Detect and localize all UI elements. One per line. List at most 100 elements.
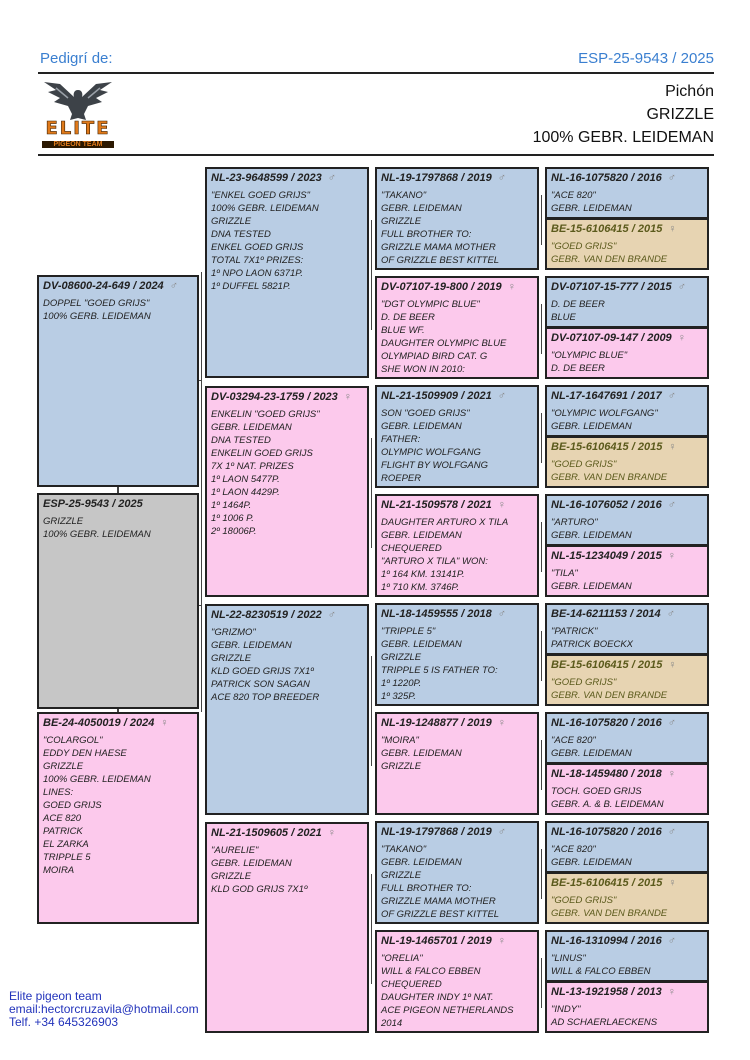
detail-line: GRIZZLE [43, 761, 84, 772]
female-icon: ♀ [327, 827, 336, 839]
pedigree-box-g4-10: BE-15-6106415 / 2015 ♀ "GOED GRIJS" GEBR. V… [545, 654, 709, 706]
female-icon: ♀ [677, 332, 686, 344]
ring-number: NL-18-1459480 / 2018 ♀ [551, 767, 703, 782]
detail-line: 100% GERB. LEIDEMAN [43, 311, 151, 322]
ring-text: NL-16-1310994 / 2016 [551, 935, 662, 947]
female-icon: ♀ [667, 768, 676, 780]
detail-line: 100% GEBR. LEIDEMAN [43, 774, 151, 785]
female-icon: ♀ [497, 935, 506, 947]
connector-line [541, 849, 542, 899]
detail-line: EDDY DEN HAESE [43, 748, 127, 759]
male-icon: ♂ [667, 172, 676, 184]
detail-line: "DGT OLYMPIC BLUE" [381, 299, 480, 310]
pedigree-box-fmm: NL-21-1509578 / 2021 ♀ DAUGHTER ARTURO X T… [375, 494, 539, 597]
ring-text: NL-21-1509909 / 2021 [381, 390, 492, 402]
detail-line: "ENKEL GOED GRIJS" [211, 190, 310, 201]
bird-details: "COLARGOL" EDDY DEN HAESE GRIZZLE 100% GEBR… [43, 734, 193, 877]
detail-line: "ACE 820" [551, 735, 596, 746]
detail-line: GEBR. VAN DEN BRANDE [551, 690, 668, 701]
info-color: GRIZZLE [646, 106, 714, 123]
ring-number: NL-21-1509909 / 2021 ♂ [381, 389, 533, 404]
ring-number: NL-23-9648599 / 2023 ♂ [211, 171, 363, 186]
detail-line: TRIPPLE 5 IS FATHER TO: [381, 665, 498, 676]
detail-line: ACE 820 [43, 813, 82, 824]
pedigree-box-mmf: NL-19-1797868 / 2019 ♂ "TAKANO" GEBR. LEIDE… [375, 821, 539, 924]
detail-line: 1º 1220P. [381, 678, 422, 689]
detail-line: MOIRA [43, 865, 75, 876]
detail-line: PATRICK SON SAGAN [211, 679, 310, 690]
footer-phone: Telf. +34 645326903 [9, 1015, 119, 1029]
detail-line: GEBR. LEIDEMAN [551, 421, 632, 432]
female-icon: ♀ [507, 281, 516, 293]
logo-subtext: PIGEON TEAM [42, 141, 114, 148]
bird-details: "MOIRA" GEBR. LEIDEMAN GRIZZLE [381, 734, 533, 773]
detail-line: GEBR. VAN DEN BRANDE [551, 908, 668, 919]
bird-details: "TILA" GEBR. LEIDEMAN [551, 567, 703, 593]
connector-line [117, 708, 119, 712]
female-icon: ♀ [343, 391, 353, 403]
detail-line: GEBR. LEIDEMAN [381, 748, 462, 759]
ring-number: NL-18-1459555 / 2018 ♂ [381, 607, 533, 622]
male-icon: ♂ [327, 609, 336, 621]
footer-email[interactable]: email:hectorcruzavila@hotmail.com [9, 1002, 199, 1016]
detail-line: WILL & FALCO EBBEN [381, 966, 481, 977]
detail-line: 1º DUFFEL 5821P. [211, 281, 291, 292]
ring-number: NL-19-1248877 / 2019 ♀ [381, 716, 533, 731]
pedigree-box-mm: NL-21-1509605 / 2021 ♀ "AURELIE" GEBR. LEID… [205, 822, 369, 1033]
bird-details: "GOED GRIJS" GEBR. VAN DEN BRANDE [551, 676, 703, 702]
bird-details: DOPPEL "GOED GRIJS" 100% GERB. LEIDEMAN [43, 297, 193, 323]
pedigree-box-fm: DV-03294-23-1759 / 2023 ♀ ENKELIN "GOED GR… [205, 386, 369, 597]
detail-line: "MOIRA" [381, 735, 419, 746]
pedigree-box-g4-8: NL-15-1234049 / 2015 ♀ "TILA" GEBR. LEIDEMA… [545, 545, 709, 597]
pedigree-box-g4-11: NL-16-1075820 / 2016 ♂ "ACE 820" GEBR. LEID… [545, 712, 709, 764]
ring-number: NL-19-1465701 / 2019 ♀ [381, 934, 533, 949]
pedigree-box-g4-13: NL-16-1075820 / 2016 ♂ "ACE 820" GEBR. LEID… [545, 821, 709, 873]
ring-number: NL-16-1075820 / 2016 ♂ [551, 171, 703, 186]
detail-line: 1º 164 KM. 13141P. [381, 569, 465, 580]
ring-text: DV-07107-09-147 / 2009 [551, 332, 672, 344]
ring-number: ESP-25-9543 / 2025 [43, 497, 193, 512]
detail-line: FATHER: [381, 434, 421, 445]
pedigree-box-g4-5: NL-17-1647691 / 2017 ♂ "OLYMPIC WOLFGANG" G… [545, 385, 709, 437]
detail-line: SHE WON IN 2010: [381, 364, 465, 375]
ring-text: NL-18-1459480 / 2018 [551, 768, 662, 780]
info-block: Pichón GRIZZLE 100% GEBR. LEIDEMAN [533, 80, 714, 149]
detail-line: ACE 820 TOP BREEDER [211, 692, 320, 703]
detail-line: KLD GOED GRIJS 7X1º [211, 666, 314, 677]
female-icon: ♀ [668, 441, 677, 453]
detail-line: "LINUS" [551, 953, 586, 964]
male-icon: ♂ [666, 608, 675, 620]
detail-line: "ARTURO" [551, 517, 598, 528]
ring-text: BE-15-6106415 / 2015 [551, 223, 663, 235]
connector-line [201, 272, 202, 712]
detail-line: GEBR. LEIDEMAN [211, 858, 292, 869]
pedigree-box-fff: NL-19-1797868 / 2019 ♂ "TAKANO" GEBR. LEIDE… [375, 167, 539, 270]
ring-text: DV-03294-23-1759 / 2023 [211, 391, 338, 403]
bird-details: ENKELIN "GOED GRIJS" GEBR. LEIDEMAN DNA TE… [211, 408, 363, 538]
bird-details: SON "GOED GRIJS" GEBR. LEIDEMAN FATHER: OLY… [381, 407, 533, 485]
female-icon: ♀ [668, 223, 677, 235]
detail-line: "GOED GRIJS" [551, 241, 617, 252]
male-icon: ♂ [667, 826, 676, 838]
ring-text: NL-16-1075820 / 2016 [551, 172, 662, 184]
connector-line [541, 304, 542, 354]
ring-text: NL-21-1509578 / 2021 [381, 499, 492, 511]
female-icon: ♀ [497, 717, 506, 729]
male-icon: ♂ [677, 281, 686, 293]
ring-number: NL-19-1797868 / 2019 ♂ [381, 171, 533, 186]
pedigree-box-g4-9: BE-14-6211153 / 2014 ♂ "PATRICK" PATRICK BO… [545, 603, 709, 655]
ring-number: NL-17-1647691 / 2017 ♂ [551, 389, 703, 404]
detail-line: TOTAL 7X1º PRIZES: [211, 255, 304, 266]
info-type: Pichón [665, 83, 714, 100]
connector-line [117, 487, 119, 493]
detail-line: "GOED GRIJS" [551, 895, 617, 906]
ring-number: DV-07107-15-777 / 2015 ♂ [551, 280, 703, 295]
detail-line: GEBR. LEIDEMAN [211, 640, 292, 651]
info-line: 100% GEBR. LEIDEMAN [532, 129, 714, 146]
detail-line: "ACE 820" [551, 190, 596, 201]
detail-line: 1º 710 KM. 3746P. [381, 582, 460, 593]
ring-text: NL-19-1465701 / 2019 [381, 935, 492, 947]
header-divider-bottom [38, 154, 714, 156]
detail-line: FULL BROTHER TO: [381, 883, 472, 894]
detail-line: GRIZZLE [211, 216, 252, 227]
